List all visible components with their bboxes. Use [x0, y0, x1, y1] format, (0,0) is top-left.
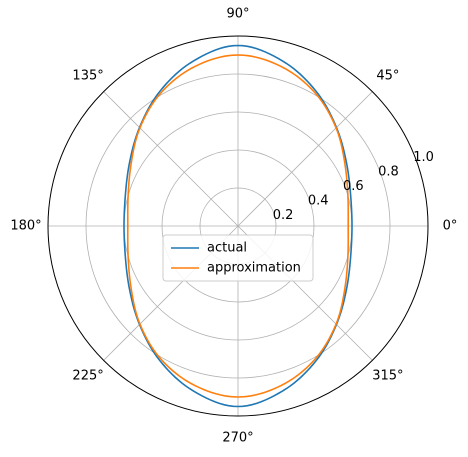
radial-tick-labels: 0.2 0.4 0.6 0.8 1.0 [273, 150, 434, 223]
angle-tick-label-6: 270° [222, 431, 253, 446]
series [123, 44, 353, 408]
angle-tick-label-4: 180° [10, 219, 41, 234]
angle-gridline-3 [103, 91, 239, 227]
angle-tick-labels: 0° 45° 90° 135° 180° 225° 270° 315° [10, 7, 457, 446]
series-line-actual [123, 44, 353, 408]
grid [48, 36, 428, 416]
legend-label-actual: actual [207, 241, 247, 256]
radial-tick-label-3: 0.8 [378, 164, 399, 179]
legend-box [162, 234, 314, 282]
radial-tick-label-2: 0.6 [343, 179, 364, 194]
angle-tick-label-1: 45° [376, 69, 399, 84]
angle-tick-label-2: 90° [226, 7, 249, 22]
angle-tick-label-0: 0° [443, 219, 458, 234]
angle-tick-label-3: 135° [72, 69, 103, 84]
polar-frame [47, 35, 429, 417]
polar-outer-frame [47, 35, 429, 417]
angle-tick-label-7: 315° [372, 368, 403, 383]
series-line-approximation [126, 54, 350, 398]
angle-tick-label-5: 225° [72, 368, 103, 383]
radial-tick-label-0: 0.2 [273, 208, 294, 223]
radial-tick-label-1: 0.4 [308, 193, 329, 208]
angle-gridline-1 [237, 91, 373, 227]
radial-tick-label-4: 1.0 [413, 150, 434, 165]
legend: actual approximation [162, 234, 314, 282]
legend-label-approximation: approximation [207, 261, 301, 276]
